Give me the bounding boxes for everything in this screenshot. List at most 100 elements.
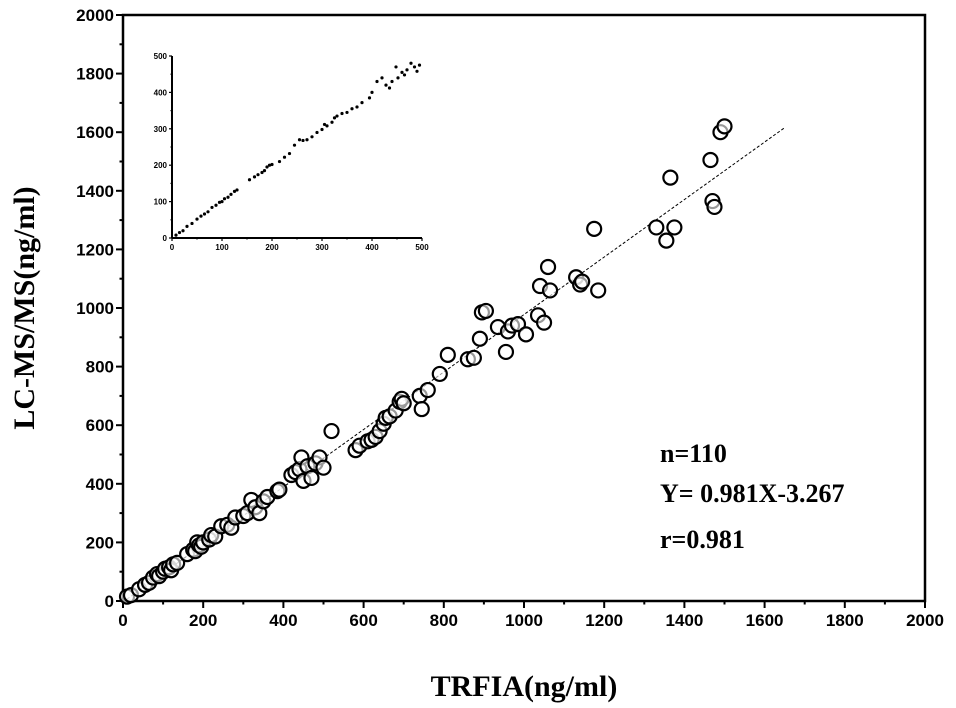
y-tick-label: 1200 (76, 240, 114, 259)
inset-data-point (253, 175, 256, 178)
inset-data-point (181, 229, 184, 232)
y-tick-label: 400 (86, 475, 114, 494)
inset-data-point (235, 188, 238, 191)
data-point (473, 332, 487, 346)
x-tick-label: 400 (365, 243, 379, 252)
data-point (541, 260, 555, 274)
inset-data-point (278, 160, 281, 163)
x-tick-label: 400 (269, 611, 297, 630)
inset-data-point (315, 131, 318, 134)
y-tick-label: 1800 (76, 65, 114, 84)
x-tick-label: 300 (315, 243, 329, 252)
x-tick-label: 800 (430, 611, 458, 630)
inset-data-point (195, 217, 198, 220)
y-tick-label: 800 (86, 358, 114, 377)
inset-data-points (174, 62, 421, 237)
data-point (415, 402, 429, 416)
data-points (120, 119, 731, 603)
data-point (703, 153, 717, 167)
data-point (467, 351, 481, 365)
inset-data-point (283, 156, 286, 159)
y-tick-label: 1600 (76, 123, 114, 142)
inset-data-point (263, 169, 266, 172)
data-point (479, 304, 493, 318)
x-tick-label: 1000 (505, 611, 543, 630)
inset-data-point (350, 107, 353, 110)
inset-data-point (178, 231, 181, 234)
data-point (421, 383, 435, 397)
x-tick-label: 0 (118, 611, 127, 630)
inset-axis-tick-labels: 01002003004005000100200300400500 (154, 52, 430, 252)
data-point (649, 220, 663, 234)
data-point (304, 471, 318, 485)
inset-data-point (384, 84, 387, 87)
x-tick-label: 500 (415, 243, 429, 252)
data-point (707, 200, 721, 214)
data-point (591, 283, 605, 297)
inset-data-point (340, 112, 343, 115)
y-tick-label: 1000 (76, 299, 114, 318)
inset-data-point (203, 212, 206, 215)
inset-data-point (206, 210, 209, 213)
data-point (433, 367, 447, 381)
inset-data-point (368, 96, 371, 99)
inset-data-point (394, 65, 397, 68)
inset-data-point (355, 105, 358, 108)
inset-data-point (375, 80, 378, 83)
x-tick-label: 200 (265, 243, 279, 252)
data-point (587, 222, 601, 236)
inset-data-point (396, 76, 399, 79)
inset-data-point (229, 193, 232, 196)
data-point (519, 327, 533, 341)
inset-data-point (320, 128, 323, 131)
inset-data-point (325, 124, 328, 127)
y-axis-label: LC-MS/MS(ng/ml) (8, 186, 41, 429)
inset-data-point (409, 62, 412, 65)
inset-data-point (174, 233, 177, 236)
inset-data-point (335, 114, 338, 117)
y-tick-label: 2000 (76, 6, 114, 25)
y-tick-label: 500 (154, 52, 168, 61)
inset-data-point (288, 152, 291, 155)
inset-data-point (415, 70, 418, 73)
data-point (575, 275, 589, 289)
y-tick-label: 0 (105, 592, 114, 611)
y-tick-label: 0 (163, 234, 168, 243)
inset-data-point (214, 204, 217, 207)
data-point (537, 316, 551, 330)
x-tick-label: 1400 (665, 611, 703, 630)
data-point (663, 171, 677, 185)
inset-data-point (403, 73, 406, 76)
x-axis-label: TRFIA(ng/ml) (431, 670, 618, 703)
inset-data-point (388, 86, 391, 89)
inset-data-point (223, 197, 226, 200)
x-tick-label: 2000 (906, 611, 944, 630)
inset-data-point (418, 64, 421, 67)
x-tick-label: 200 (189, 611, 217, 630)
data-point (667, 220, 681, 234)
inset-data-point (298, 138, 301, 141)
inset-data-point (248, 178, 251, 181)
data-point (325, 424, 339, 438)
inset-data-point (405, 68, 408, 71)
x-tick-label: 0 (170, 243, 175, 252)
data-point (499, 345, 513, 359)
annotation-r: r=0.981 (660, 525, 745, 554)
data-point (543, 283, 557, 297)
main-plot: 0200400600800100012001400160018002000020… (8, 6, 944, 703)
x-tick-label: 1800 (826, 611, 864, 630)
inset-data-point (226, 196, 229, 199)
data-point (317, 461, 331, 475)
inset-data-point (413, 65, 416, 68)
inset-data-point (270, 163, 273, 166)
y-tick-label: 300 (154, 125, 168, 134)
data-point (659, 234, 673, 248)
y-tick-label: 200 (86, 533, 114, 552)
annotation-n: n=110 (660, 439, 727, 468)
inset-data-point (345, 111, 348, 114)
inset-data-point (220, 200, 223, 203)
inset-data-point (185, 225, 188, 228)
data-point (272, 483, 286, 497)
inset-data-point (190, 222, 193, 225)
